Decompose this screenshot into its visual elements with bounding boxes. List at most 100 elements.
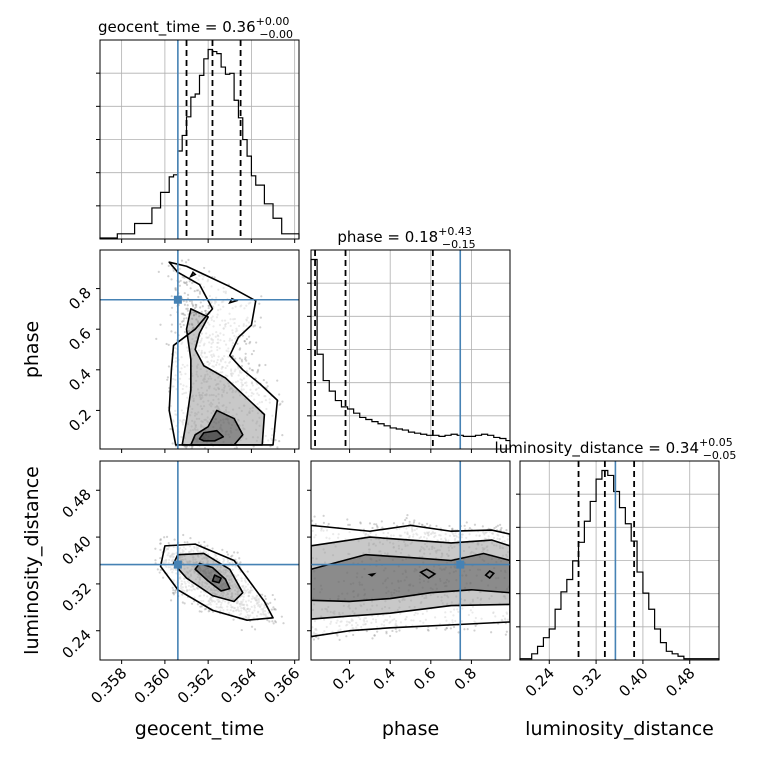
scatter-point [327,522,330,526]
scatter-point [182,533,185,537]
scatter-point [196,320,199,323]
scatter-point [185,282,188,285]
scatter-point [512,627,514,629]
scatter-point [191,323,194,326]
density-fill [169,262,278,445]
scatter-point [264,363,267,367]
scatter-point [271,620,274,623]
scatter-point [463,524,466,527]
scatter-point [189,537,192,540]
scatter-point [347,523,350,526]
scatter-point [429,524,432,527]
scatter-point [174,591,177,594]
scatter-point [404,518,407,522]
scatter-point [251,369,255,372]
scatter-point [499,523,502,526]
scatter-point [253,628,257,631]
scatter-point [274,439,277,442]
scatter-point [200,605,203,608]
scatter-point [178,284,181,287]
scatter-point [274,608,277,611]
scatter-point [495,525,498,528]
scatter-point [207,304,210,307]
scatter-point [435,524,438,528]
y-tick-label-phase: 0.2 [65,406,95,436]
scatter-point [195,305,198,308]
y-tick-label-luminosity_distance: 0.48 [58,485,94,521]
scatter-point [179,325,183,328]
panel-2d-inner [307,513,516,642]
scatter-point [514,582,516,584]
scatter-point [190,322,193,325]
x-tick-label-geocent_time: 0.360 [131,664,174,707]
panel-2d-geocent_time-phase [96,249,300,453]
contour-line [198,429,225,442]
scatter-point [159,542,162,545]
scatter-point [154,547,157,550]
scatter-point [183,541,186,544]
x-tick-label-geocent_time: 0.364 [217,664,260,707]
scatter-point [183,445,186,448]
scatter-point [159,568,162,572]
scatter-point [244,357,247,361]
scatter-point [307,591,309,593]
scatter-point [211,547,214,550]
scatter-point [513,587,515,589]
scatter-point [166,376,170,379]
scatter-point [444,628,447,631]
scatter-point [203,540,206,544]
scatter-point [185,446,188,449]
scatter-point [238,357,241,360]
scatter-point [262,378,265,382]
scatter-point [181,276,184,279]
scatter-point [193,290,196,293]
scatter-point [504,633,507,636]
scatter-point [179,279,182,282]
x-tick-label-phase: 0.4 [369,664,399,694]
scatter-point [282,622,285,625]
scatter-point [375,523,378,526]
scatter-point [192,600,196,603]
scatter-point [373,634,376,637]
scatter-point [167,264,170,268]
panel-title: phase = 0.18+0.43 −0.15 [337,225,475,251]
scatter-point [371,637,374,640]
scatter-point [201,305,204,308]
scatter-point [258,364,261,367]
scatter-point [322,521,325,525]
scatter-point [183,313,187,317]
scatter-point [182,323,185,327]
scatter-point [248,367,251,370]
scatter-point [270,608,274,611]
scatter-point [191,281,194,285]
scatter-point [158,571,161,574]
scatter-point [183,317,186,320]
scatter-point [198,292,202,295]
truth-marker [456,560,465,569]
scatter-point [187,258,190,261]
scatter-point [192,313,196,317]
scatter-point [162,576,165,579]
scatter-point [241,334,244,337]
scatter-point [273,607,276,611]
scatter-point [281,400,284,403]
scatter-point [244,356,247,359]
density-fill [195,563,230,591]
scatter-point [473,523,477,526]
contour-line [211,574,222,584]
scatter-point [172,588,175,592]
scatter-point [240,358,243,361]
scatter-point [385,630,388,633]
scatter-point [308,528,310,530]
title-plus: +0.43 [438,225,472,238]
scatter-point [172,593,175,596]
scatter-point [169,314,172,317]
scatter-point [258,363,261,366]
scatter-point [203,608,207,611]
scatter-point [239,347,242,350]
scatter-point [199,605,202,608]
scatter-point [264,597,267,601]
x-tick-label-phase: 0.8 [451,664,481,694]
scatter-point [159,539,162,542]
title-main: luminosity_distance = 0.34 [495,439,699,458]
